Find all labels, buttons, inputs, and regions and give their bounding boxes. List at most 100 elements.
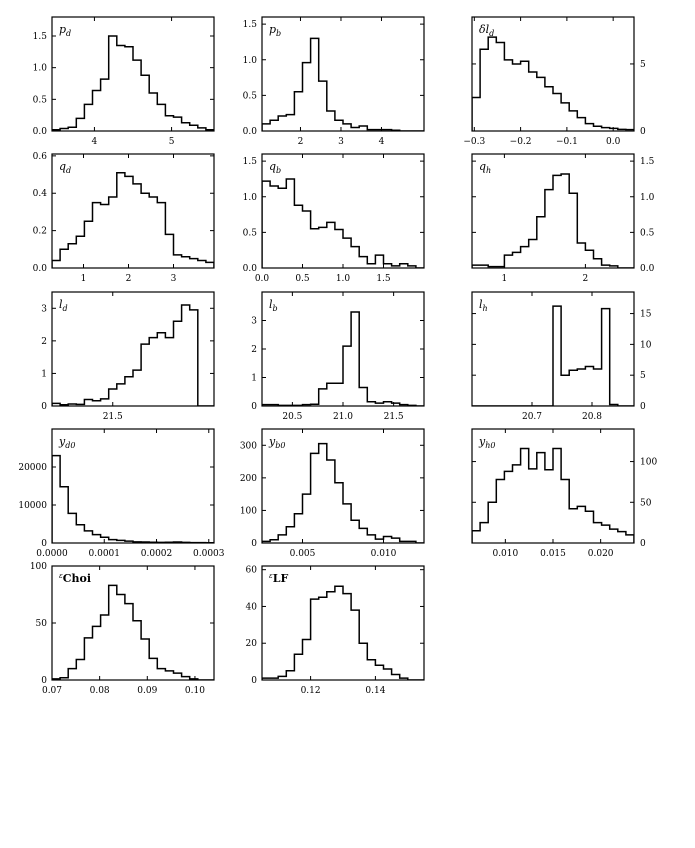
x-tick-label: 4 bbox=[379, 137, 385, 147]
x-tick-label: 20.8 bbox=[582, 412, 602, 422]
panel-label: pd bbox=[59, 23, 71, 38]
histogram-bin bbox=[206, 262, 214, 268]
histogram-series bbox=[472, 305, 634, 406]
histogram-bin bbox=[359, 126, 367, 131]
x-tick-label: 0.0 bbox=[255, 274, 270, 284]
histogram-bin bbox=[577, 243, 585, 268]
histogram-bin bbox=[76, 118, 84, 131]
x-tick-label: 0.5 bbox=[295, 274, 310, 284]
panel-label: lb bbox=[269, 298, 278, 313]
histogram-bin bbox=[335, 230, 343, 268]
panel-label: lh bbox=[479, 298, 488, 313]
plot-frame bbox=[51, 428, 215, 544]
x-tick-label: 1 bbox=[502, 274, 508, 284]
histogram-bin bbox=[60, 487, 68, 543]
plot-frame bbox=[471, 291, 635, 407]
histogram-bin bbox=[286, 179, 294, 268]
y-tick-label: 1.5 bbox=[640, 157, 655, 167]
panel-p_b: 2 3 4 0.0 0.5 1.0 1.5 pb bbox=[243, 16, 425, 147]
histogram-bin bbox=[351, 312, 359, 406]
panel-label: δld bbox=[479, 23, 494, 38]
y-tick-label: 100 bbox=[240, 506, 257, 516]
histogram-bin bbox=[190, 259, 198, 268]
x-tick-label: 3 bbox=[171, 274, 177, 284]
panel-q_b: 0.0 0.5 1.0 1.5 0.0 0.5 1.0 1.5 qb bbox=[243, 153, 425, 284]
histogram-bin bbox=[513, 64, 521, 131]
plot-frame bbox=[261, 565, 425, 681]
histogram-bin bbox=[311, 599, 319, 680]
histogram-bin bbox=[335, 383, 343, 406]
y-tick-label: 3 bbox=[41, 304, 47, 314]
histogram-bin bbox=[76, 525, 84, 543]
histogram-bin bbox=[529, 469, 537, 543]
histogram-bin bbox=[553, 306, 561, 406]
x-tick-label: 5 bbox=[169, 137, 175, 147]
y-tick-label: 20000 bbox=[18, 463, 47, 473]
panel-p_d: 4 5 0.0 0.5 1.0 1.5 pd bbox=[33, 16, 215, 147]
histogram-bin bbox=[84, 221, 92, 268]
plot-frame bbox=[51, 291, 215, 407]
y-tick-label: 1 bbox=[251, 374, 257, 384]
y-tick-label: 100 bbox=[30, 562, 47, 572]
histogram-bin bbox=[198, 261, 206, 268]
histogram-bin bbox=[504, 255, 512, 268]
y-tick-label: 0.2 bbox=[33, 227, 47, 237]
histogram-bin bbox=[294, 205, 302, 268]
histogram-bin bbox=[311, 453, 319, 543]
panel-dl_d: −0.3 −0.2 −0.1 0.0 0 5 δld bbox=[463, 16, 646, 147]
y-tick-label: 0 bbox=[251, 676, 257, 686]
histogram-series bbox=[52, 304, 214, 406]
histogram-bin bbox=[101, 79, 109, 131]
histogram-bin bbox=[311, 229, 319, 268]
histogram-series bbox=[52, 171, 214, 268]
histogram-bin bbox=[343, 346, 351, 406]
histogram-bin bbox=[141, 75, 149, 131]
histogram-bin bbox=[577, 118, 585, 131]
histogram-bin bbox=[569, 111, 577, 131]
y-tick-label: 0.0 bbox=[243, 127, 258, 137]
histogram-bin bbox=[343, 504, 351, 543]
y-tick-label: 0.0 bbox=[33, 264, 48, 274]
y-tick-label: 5 bbox=[640, 371, 646, 381]
histogram-bin bbox=[319, 227, 327, 268]
histogram-bin bbox=[262, 124, 270, 131]
histogram-bin bbox=[109, 36, 117, 131]
histogram-bin bbox=[270, 120, 278, 131]
x-tick-label: −0.1 bbox=[556, 137, 578, 147]
histogram-bin bbox=[101, 204, 109, 268]
plot-frame bbox=[51, 153, 215, 269]
y-tick-label: 1.0 bbox=[243, 193, 258, 203]
histogram-bin bbox=[585, 367, 593, 406]
histogram-bin bbox=[504, 60, 512, 131]
histogram-bin bbox=[496, 42, 504, 131]
y-tick-label: 0 bbox=[251, 402, 257, 412]
histogram-bin bbox=[125, 47, 133, 131]
panel-label: εLF bbox=[269, 572, 289, 585]
histogram-bin bbox=[375, 255, 383, 268]
histogram-bin bbox=[585, 511, 593, 543]
panel-label: pb bbox=[269, 23, 281, 38]
x-tick-label: 0.010 bbox=[371, 549, 397, 559]
histogram-bin bbox=[141, 344, 149, 406]
histogram-bin bbox=[392, 674, 400, 680]
panel-y_b0: 0.005 0.010 0 100 200 300 yb0 bbox=[240, 428, 425, 559]
histogram-bin bbox=[561, 479, 569, 543]
y-tick-label: 0 bbox=[640, 539, 646, 549]
histogram-bin bbox=[521, 61, 529, 131]
histogram-series bbox=[262, 585, 424, 680]
histogram-bin bbox=[521, 247, 529, 268]
histogram-bin bbox=[545, 470, 553, 543]
x-tick-label: 1 bbox=[81, 274, 87, 284]
histogram-bin bbox=[133, 184, 141, 268]
y-tick-label: 0.4 bbox=[33, 189, 48, 199]
histogram-bin bbox=[141, 639, 149, 680]
histogram-bin bbox=[384, 536, 392, 543]
histogram-bin bbox=[569, 193, 577, 268]
histogram-bin bbox=[480, 523, 488, 543]
x-tick-label: 0.09 bbox=[137, 686, 157, 696]
y-tick-label: 10 bbox=[640, 340, 652, 350]
panel-label: yh0 bbox=[478, 435, 495, 450]
y-tick-label: 1.5 bbox=[243, 20, 258, 30]
histogram-bin bbox=[165, 338, 173, 406]
histogram-bin bbox=[343, 124, 351, 131]
